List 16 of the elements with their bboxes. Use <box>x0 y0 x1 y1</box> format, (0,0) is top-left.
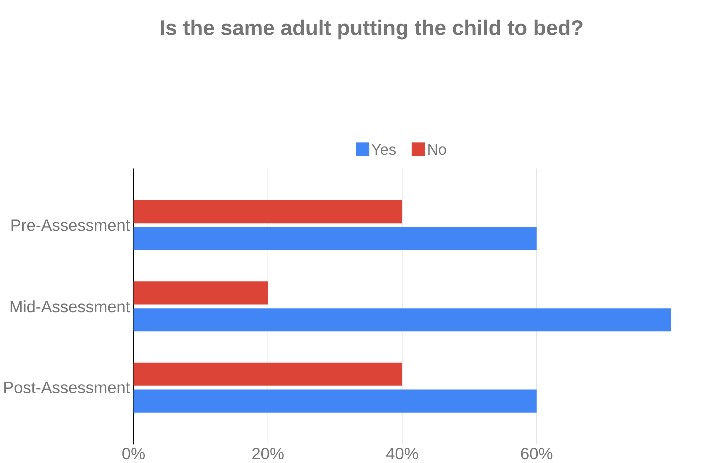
y-tick-label: Post-Assessment <box>4 382 130 394</box>
bar <box>134 308 672 332</box>
x-tick-label: 60% <box>521 448 553 460</box>
legend-label: No <box>428 144 446 156</box>
x-tick-label: 40% <box>386 448 418 460</box>
bar <box>134 200 403 224</box>
x-tick-label: 20% <box>252 448 284 460</box>
bar <box>134 362 403 386</box>
x-tick-label: 0% <box>122 448 145 460</box>
bar <box>134 390 537 413</box>
bar <box>134 228 537 251</box>
bar <box>134 282 268 305</box>
legend-label: Yes <box>372 144 396 156</box>
chart-title: Is the same adult putting the child to bed? <box>161 20 583 40</box>
y-tick-label: Mid-Assessment <box>10 300 130 313</box>
y-tick-label: Pre-Assessment <box>12 220 130 232</box>
